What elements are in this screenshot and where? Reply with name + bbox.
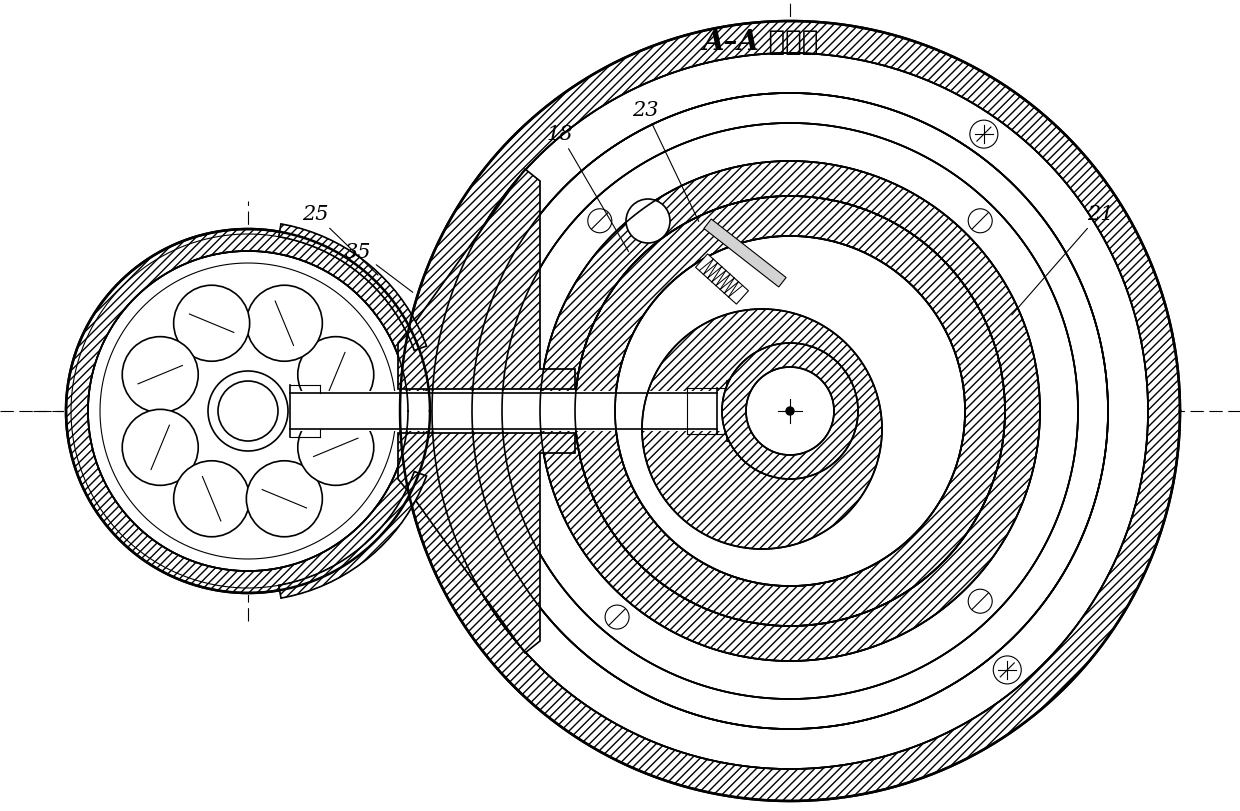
Text: 21: 21 [1012,205,1114,315]
Text: A–A 剖视图: A–A 剖视图 [702,28,818,55]
Circle shape [968,590,992,613]
Circle shape [174,461,249,537]
Polygon shape [398,433,575,653]
Circle shape [298,410,373,486]
Circle shape [588,209,611,234]
Circle shape [174,286,249,362]
Polygon shape [398,169,575,389]
Circle shape [968,209,992,234]
Circle shape [398,20,1182,803]
Polygon shape [279,225,427,351]
Circle shape [626,200,670,243]
Circle shape [88,251,408,571]
Text: 18: 18 [547,126,629,252]
Polygon shape [704,220,786,288]
Text: 35: 35 [345,242,413,293]
Polygon shape [290,392,746,431]
Polygon shape [696,255,749,305]
Circle shape [993,656,1022,684]
Circle shape [123,337,198,413]
Circle shape [123,410,198,486]
Circle shape [218,381,278,441]
Circle shape [298,337,373,413]
Circle shape [208,371,288,452]
Circle shape [432,54,1148,769]
Circle shape [247,286,322,362]
Circle shape [746,367,835,456]
Circle shape [786,407,794,415]
Text: 23: 23 [631,101,699,222]
Circle shape [642,310,882,549]
Circle shape [247,461,322,537]
Circle shape [502,124,1078,699]
Text: 25: 25 [301,205,378,276]
Circle shape [615,237,965,586]
Circle shape [722,344,858,479]
Polygon shape [279,472,427,599]
Circle shape [605,605,629,629]
Circle shape [64,228,432,595]
Circle shape [970,121,998,149]
